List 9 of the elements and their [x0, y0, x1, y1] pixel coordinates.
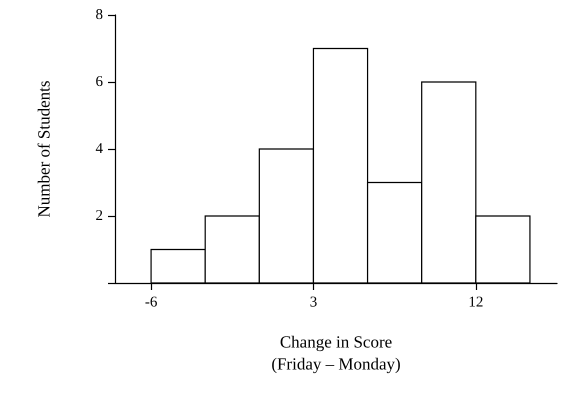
x-tick-label: -6	[144, 294, 158, 310]
x-tick-label: 3	[310, 294, 318, 310]
y-tick-label: 6	[96, 74, 104, 90]
x-axis-title: Change in Score (Friday – Monday)	[271, 332, 401, 374]
y-tick-label: 4	[96, 141, 104, 157]
y-tick-label: 2	[96, 208, 103, 224]
y-axis-title: Number of Students	[34, 80, 54, 218]
y-tick-label: 8	[96, 7, 103, 23]
x-tick-label: 12	[468, 294, 484, 310]
